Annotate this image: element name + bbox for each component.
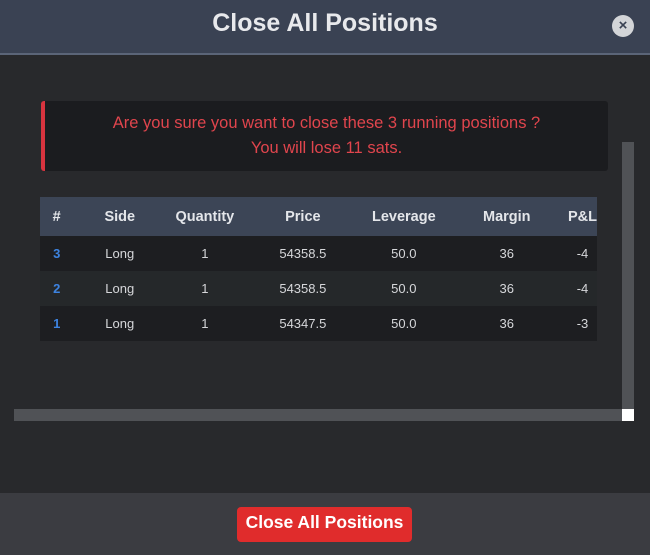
cell-price: 54358.5	[279, 281, 327, 296]
alert-line-2: You will lose 11 sats.	[250, 139, 403, 157]
scrollbar-corner	[622, 409, 634, 421]
warning-alert: Are you sure you want to close these 3 r…	[41, 101, 608, 171]
position-id-link[interactable]: 1	[53, 316, 61, 331]
vertical-scrollbar[interactable]	[622, 142, 634, 421]
cell-side: Long	[105, 316, 135, 331]
close-icon[interactable]: ×	[612, 15, 634, 37]
cell-margin: 36	[499, 316, 515, 331]
column-header-index[interactable]: #	[52, 208, 61, 225]
cell-quantity: 1	[201, 316, 209, 331]
table-row: 2 Long 1 54358.5 50.0 36 -4	[40, 271, 597, 306]
cell-pnl: -3	[576, 316, 589, 331]
cell-pnl: -4	[576, 246, 589, 261]
column-header-margin[interactable]: Margin	[483, 208, 531, 225]
column-header-pnl[interactable]: P&L	[567, 208, 597, 225]
cell-side: Long	[105, 246, 135, 261]
column-header-side[interactable]: Side	[104, 208, 136, 225]
cell-price: 54358.5	[279, 246, 327, 261]
cell-leverage: 50.0	[391, 316, 417, 331]
table-row: 1 Long 1 54347.5 50.0 36 -3	[40, 306, 597, 341]
modal-header: Close All Positions ×	[0, 0, 650, 55]
positions-table-container: # Side Quantity Price Leverage Margin P&…	[40, 197, 597, 341]
positions-table: # Side Quantity Price Leverage Margin P&…	[40, 197, 597, 341]
modal-footer: Close All Positions	[0, 493, 650, 555]
cell-quantity: 1	[201, 281, 209, 296]
table-row: 3 Long 1 54358.5 50.0 36 -4	[40, 236, 597, 271]
cell-leverage: 50.0	[391, 281, 417, 296]
cell-leverage: 50.0	[391, 246, 417, 261]
column-header-price[interactable]: Price	[285, 208, 321, 225]
cell-margin: 36	[499, 246, 515, 261]
close-all-positions-button[interactable]: Close All Positions	[237, 507, 412, 542]
cell-side: Long	[105, 281, 135, 296]
column-header-leverage[interactable]: Leverage	[371, 208, 436, 225]
position-id-link[interactable]: 3	[53, 246, 61, 261]
cell-margin: 36	[499, 281, 515, 296]
position-id-link[interactable]: 2	[53, 281, 61, 296]
modal-body: Are you sure you want to close these 3 r…	[0, 55, 650, 493]
horizontal-scrollbar[interactable]	[14, 409, 622, 421]
cell-price: 54347.5	[279, 316, 327, 331]
cell-pnl: -4	[576, 281, 589, 296]
alert-line-1: Are you sure you want to close these 3 r…	[112, 114, 541, 132]
table-header-row: # Side Quantity Price Leverage Margin P&…	[40, 197, 597, 236]
modal-title: Close All Positions	[212, 9, 438, 37]
column-header-quantity[interactable]: Quantity	[175, 208, 235, 225]
cell-quantity: 1	[201, 246, 209, 261]
